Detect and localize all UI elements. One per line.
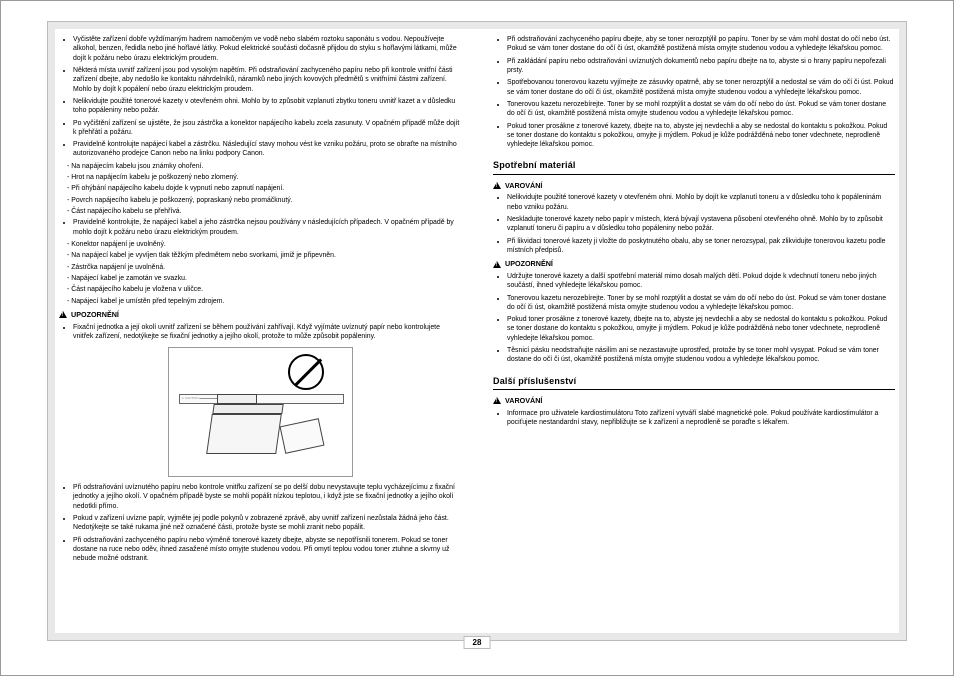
printer-figure: ⚠ CAUTION ▬▬▬▬▬▬▬▬▬▬▬▬▬▬▬▬▬ [168,347,353,477]
list-item: Na napájecím kabelu jsou známky ohoření. [67,162,461,171]
list-item: Část napájecího kabelu se přehřívá. [67,207,461,216]
list-item: Neskladujte tonerové kazety nebo papír v… [507,215,895,234]
list-item: Fixační jednotka a její okolí uvnitř zař… [73,323,461,342]
list-item: Udržujte tonerové kazety a další spotřeb… [507,272,895,291]
warning-icon [493,397,501,404]
list-item: Pokud toner prosákne z tonerové kazety, … [507,122,895,150]
left-column: Vyčistěte zařízení dobře vyždímaným hadr… [55,29,465,633]
list-item: Pokud toner prosákne z tonerové kazety, … [507,315,895,343]
section-heading: Další příslušenství [493,375,895,390]
bullet-list: Informace pro uživatele kardiostimulátor… [493,409,895,428]
varovani-heading: VAROVÁNÍ [493,396,895,406]
sub-list: Na napájecím kabelu jsou známky ohoření.… [59,162,461,217]
list-item: Napájecí kabel je zamotán ve svazku. [67,274,461,283]
warning-label: VAROVÁNÍ [505,181,542,191]
list-item: Při odstraňování uvíznutého papíru nebo … [73,483,461,511]
sub-list: Konektor napájení je uvolněný. Na napájec… [59,240,461,306]
printer-illustration [187,388,317,458]
warning-icon [59,311,67,318]
section-heading: Spotřební materiál [493,159,895,174]
bullet-list: Udržujte tonerové kazety a další spotřeb… [493,272,895,365]
list-item: Některá místa uvnitř zařízení jsou pod v… [73,66,461,94]
warning-label: VAROVÁNÍ [505,396,542,406]
list-item: Povrch napájecího kabelu je poškozený, p… [67,196,461,205]
bullet-list: Pravidelně kontrolujte, že napájecí kabe… [59,218,461,237]
list-item: Spotřebovanou tonerovou kazetu vyjímejte… [507,78,895,97]
warning-label: UPOZORNĚNÍ [71,310,119,320]
right-column: Při odstraňování zachyceného papíru dbej… [489,29,899,633]
warning-icon [493,182,501,189]
list-item: Nelikvidujte použité tonerové kazety v o… [507,193,895,212]
list-item: Hrot na napájecím kabelu je poškozený ne… [67,173,461,182]
page-number: 28 [464,636,491,649]
warning-icon [493,261,501,268]
list-item: Při odstraňování zachyceného papíru nebo… [73,536,461,564]
warning-label: UPOZORNĚNÍ [505,259,553,269]
varovani-heading: VAROVÁNÍ [493,181,895,191]
list-item: Při zakládání papíru nebo odstraňování u… [507,57,895,76]
list-item: Napájecí kabel je umístěn před tepelným … [67,297,461,306]
bullet-list: Fixační jednotka a její okolí uvnitř zař… [59,323,461,342]
upozorneni-heading: UPOZORNĚNÍ [59,310,461,320]
bullet-list: Nelikvidujte použité tonerové kazety v o… [493,193,895,255]
list-item: Při likvidaci tonerové kazety ji vložte … [507,237,895,256]
list-item: Při odstraňování zachyceného papíru dbej… [507,35,895,54]
list-item: Pravidelně kontrolujte napájecí kabel a … [73,140,461,159]
list-item: Informace pro uživatele kardiostimulátor… [507,409,895,428]
list-item: Tonerovou kazetu nerozebírejte. Toner by… [507,294,895,313]
manual-page: Vyčistěte zařízení dobře vyždímaným hadr… [0,0,954,676]
list-item: Pravidelně kontrolujte, že napájecí kabe… [73,218,461,237]
list-item: Po vyčištění zařízení se ujistěte, že js… [73,119,461,138]
list-item: Na napájecí kabel je vyvíjen tlak těžkým… [67,251,461,260]
bullet-list: Vyčistěte zařízení dobře vyždímaným hadr… [59,35,461,159]
list-item: Při ohýbání napájecího kabelu dojde k vy… [67,184,461,193]
list-item: Nelikvidujte použité tonerové kazety v o… [73,97,461,116]
list-item: Konektor napájení je uvolněný. [67,240,461,249]
bullet-list: Při odstraňování zachyceného papíru dbej… [493,35,895,149]
list-item: Těsnicí pásku neodstraňujte násilím ani … [507,346,895,365]
list-item: Pokud v zařízení uvízne papír, vyjměte j… [73,514,461,533]
list-item: Tonerovou kazetu nerozebírejte. Toner by… [507,100,895,119]
content-frame: Vyčistěte zařízení dobře vyždímaným hadr… [55,29,899,633]
list-item: Vyčistěte zařízení dobře vyždímaným hadr… [73,35,461,63]
prohibit-icon [288,354,324,390]
list-item: Část napájecího kabelu je vložena v ulič… [67,285,461,294]
list-item: Zástrčka napájení je uvolněná. [67,263,461,272]
bullet-list: Při odstraňování uvíznutého papíru nebo … [59,483,461,564]
upozorneni-heading: UPOZORNĚNÍ [493,259,895,269]
